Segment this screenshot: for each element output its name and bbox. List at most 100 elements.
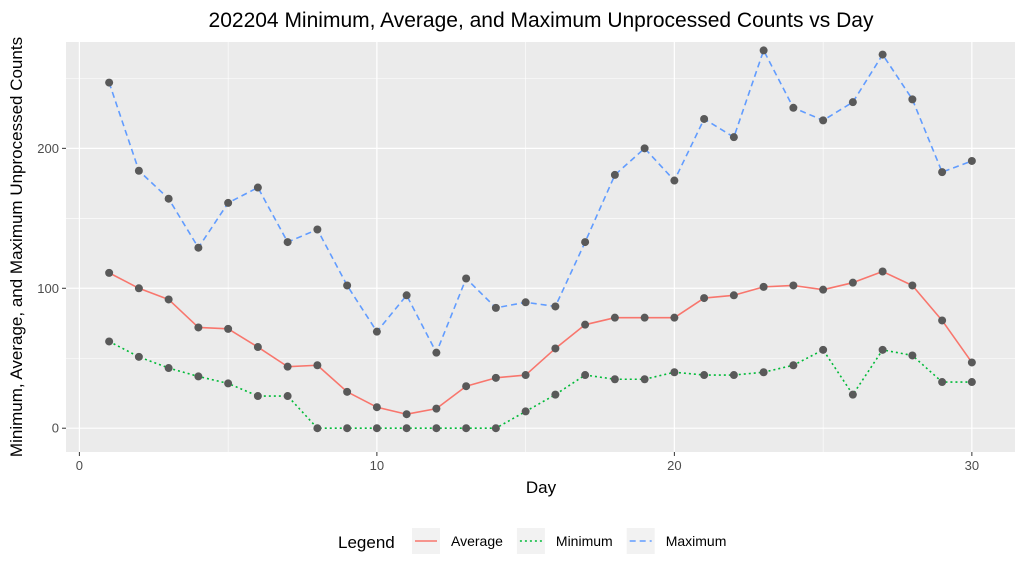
data-point-average <box>402 410 411 419</box>
data-point-maximum <box>491 303 500 312</box>
data-point-maximum <box>848 98 857 107</box>
data-point-minimum <box>224 379 233 388</box>
data-point-minimum <box>313 424 322 433</box>
plot-panel <box>66 42 1015 452</box>
data-point-maximum <box>581 238 590 247</box>
data-point-average <box>670 313 679 322</box>
data-point-minimum <box>729 371 738 380</box>
data-point-maximum <box>194 243 203 252</box>
data-point-average <box>283 362 292 371</box>
data-point-maximum <box>700 114 709 123</box>
data-point-minimum <box>372 424 381 433</box>
data-point-minimum <box>343 424 352 433</box>
data-point-minimum <box>967 378 976 387</box>
data-point-minimum <box>105 337 114 346</box>
data-point-maximum <box>224 198 233 207</box>
data-point-maximum <box>134 166 143 175</box>
data-point-minimum <box>462 424 471 433</box>
data-point-minimum <box>521 407 530 416</box>
data-point-average <box>729 291 738 300</box>
data-point-maximum <box>253 183 262 192</box>
x-tick-label: 10 <box>370 458 384 473</box>
data-point-minimum <box>402 424 411 433</box>
data-point-average <box>878 267 887 276</box>
data-point-minimum <box>253 392 262 401</box>
data-point-average <box>759 282 768 291</box>
y-tick-label: 0 <box>52 421 59 436</box>
data-point-minimum <box>938 378 947 387</box>
data-point-average <box>700 294 709 303</box>
data-point-minimum <box>432 424 441 433</box>
data-point-maximum <box>372 327 381 336</box>
legend-title: Legend <box>338 533 395 552</box>
data-point-average <box>908 281 917 290</box>
data-point-maximum <box>967 156 976 165</box>
data-point-average <box>938 316 947 325</box>
data-point-maximum <box>313 225 322 234</box>
data-point-maximum <box>432 348 441 357</box>
data-point-minimum <box>640 375 649 384</box>
data-point-maximum <box>819 116 828 125</box>
data-point-average <box>521 371 530 380</box>
series-line-maximum <box>108 49 973 354</box>
data-point-maximum <box>789 103 798 112</box>
data-point-average <box>462 382 471 391</box>
data-point-maximum <box>670 176 679 185</box>
data-point-average <box>164 295 173 304</box>
data-point-average <box>313 361 322 370</box>
x-axis-title: Day <box>526 478 557 497</box>
data-point-average <box>551 344 560 353</box>
data-point-maximum <box>759 46 768 55</box>
data-point-minimum <box>283 392 292 401</box>
data-point-minimum <box>194 372 203 381</box>
data-point-average <box>819 285 828 294</box>
data-point-minimum <box>759 368 768 377</box>
data-point-minimum <box>610 375 619 384</box>
data-point-average <box>789 281 798 290</box>
data-point-average <box>134 284 143 293</box>
data-point-average <box>343 387 352 396</box>
data-point-maximum <box>908 95 917 104</box>
x-tick-label: 20 <box>667 458 681 473</box>
data-point-average <box>967 358 976 367</box>
y-tick-label: 100 <box>37 281 59 296</box>
data-point-minimum <box>789 361 798 370</box>
data-point-average <box>610 313 619 322</box>
data-point-minimum <box>878 345 887 354</box>
data-point-maximum <box>938 168 947 177</box>
legend-items: Average Minimum Maximum <box>412 528 726 554</box>
data-point-maximum <box>343 281 352 290</box>
data-point-minimum <box>819 345 828 354</box>
data-point-average <box>372 403 381 412</box>
data-point-maximum <box>521 298 530 307</box>
y-axis-title: Minimum, Average, and Maximum Unprocesse… <box>7 37 26 457</box>
x-tick-label: 30 <box>965 458 979 473</box>
data-point-average <box>491 373 500 382</box>
chart-title: 202204 Minimum, Average, and Maximum Unp… <box>209 9 874 32</box>
data-point-minimum <box>670 368 679 377</box>
data-point-maximum <box>164 194 173 203</box>
data-point-maximum <box>878 50 887 59</box>
legend-label-maximum: Maximum <box>666 533 727 549</box>
points-layer <box>105 46 976 433</box>
data-point-maximum <box>402 291 411 300</box>
data-point-minimum <box>551 390 560 399</box>
legend: Legend Average Minimum Maximum <box>338 528 726 554</box>
data-point-average <box>581 320 590 329</box>
data-point-average <box>194 323 203 332</box>
data-point-minimum <box>581 371 590 380</box>
data-point-average <box>224 324 233 333</box>
axes-layer: 0 10 20 30 0 100 200 <box>37 141 979 473</box>
data-point-maximum <box>551 302 560 311</box>
data-point-minimum <box>908 351 917 360</box>
legend-label-average: Average <box>451 533 503 549</box>
x-tick-label: 0 <box>76 458 83 473</box>
data-point-average <box>432 404 441 413</box>
legend-label-minimum: Minimum <box>556 533 613 549</box>
data-point-minimum <box>848 390 857 399</box>
data-point-maximum <box>105 78 114 87</box>
data-point-minimum <box>700 371 709 380</box>
data-point-maximum <box>729 133 738 142</box>
series-line-average <box>108 270 973 416</box>
